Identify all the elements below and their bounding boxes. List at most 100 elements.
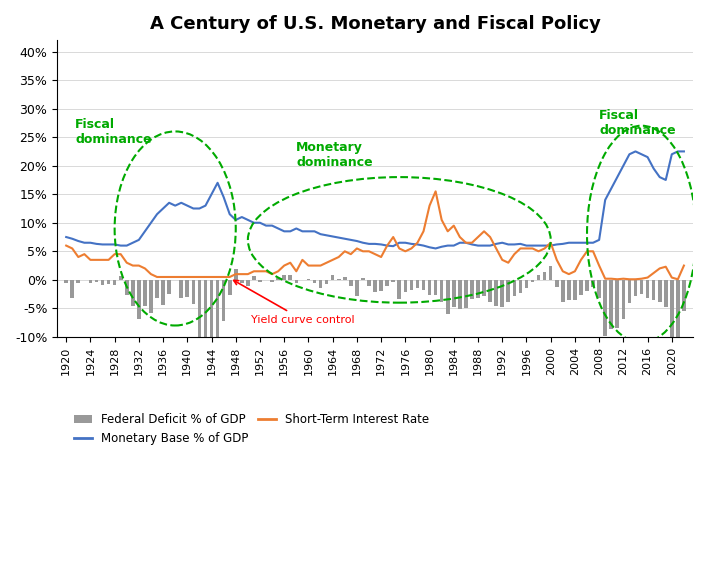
Bar	[222, 280, 225, 321]
Short-Term Interest Rate	[649, 269, 658, 276]
Bar	[543, 272, 547, 280]
Bar	[319, 280, 322, 288]
Bar	[349, 280, 353, 286]
Bar	[192, 280, 195, 305]
Bar	[434, 280, 438, 295]
Bar	[143, 280, 147, 306]
Short-Term Interest Rate	[431, 188, 440, 195]
Bar	[355, 280, 359, 297]
Bar	[313, 280, 316, 283]
Bar	[561, 280, 564, 302]
Bar	[373, 280, 377, 292]
Line: Monetary Base % of GDP: Monetary Base % of GDP	[66, 151, 684, 249]
Legend: Federal Deficit % of GDP, Monetary Base % of GDP, Short-Term Interest Rate: Federal Deficit % of GDP, Monetary Base …	[69, 408, 434, 450]
Bar	[155, 280, 159, 298]
Bar	[652, 280, 656, 300]
Bar	[506, 280, 510, 302]
Bar	[555, 280, 559, 287]
Short-Term Interest Rate	[637, 275, 646, 282]
Bar	[591, 280, 595, 287]
Bar	[518, 280, 523, 293]
Bar	[240, 280, 244, 283]
Bar	[603, 280, 607, 336]
Bar	[627, 280, 632, 303]
Text: Fiscal
dominance: Fiscal dominance	[75, 118, 152, 146]
Bar	[489, 280, 492, 302]
Bar	[579, 280, 583, 295]
Bar	[204, 280, 207, 434]
Bar	[270, 280, 274, 281]
Bar	[295, 280, 298, 283]
Bar	[470, 280, 474, 299]
Bar	[494, 280, 498, 306]
Bar	[95, 280, 98, 282]
Bar	[440, 280, 443, 302]
Monetary Base % of GDP	[680, 148, 688, 155]
Short-Term Interest Rate	[680, 262, 688, 269]
Short-Term Interest Rate	[232, 271, 240, 277]
Bar	[198, 280, 201, 353]
Bar	[288, 275, 292, 280]
Short-Term Interest Rate	[613, 276, 622, 283]
Bar	[615, 280, 619, 328]
Bar	[64, 280, 68, 283]
Text: Monetary
dominance: Monetary dominance	[297, 140, 373, 169]
Bar	[392, 280, 395, 282]
Bar	[88, 280, 92, 283]
Bar	[119, 276, 122, 280]
Bar	[228, 280, 232, 295]
Bar	[404, 280, 407, 292]
Bar	[397, 280, 401, 299]
Bar	[379, 280, 383, 291]
Bar	[567, 280, 571, 300]
Monetary Base % of GDP	[649, 165, 658, 172]
Bar	[282, 275, 286, 280]
Bar	[682, 280, 686, 311]
Bar	[161, 280, 165, 305]
Bar	[409, 280, 413, 290]
Bar	[343, 277, 347, 280]
Bar	[276, 277, 280, 280]
Bar	[537, 275, 540, 280]
Bar	[549, 266, 552, 280]
Short-Term Interest Rate	[619, 275, 627, 282]
Bar	[101, 280, 104, 285]
Short-Term Interest Rate	[632, 276, 640, 283]
Bar	[107, 280, 110, 284]
Bar	[252, 276, 256, 280]
Bar	[622, 280, 625, 318]
Bar	[658, 280, 661, 302]
Bar	[676, 280, 680, 351]
Bar	[210, 280, 213, 409]
Monetary Base % of GDP	[613, 173, 622, 180]
Bar	[646, 280, 649, 298]
Bar	[70, 280, 74, 298]
Monetary Base % of GDP	[637, 151, 646, 158]
Bar	[525, 280, 528, 288]
Bar	[185, 280, 189, 297]
Bar	[246, 280, 250, 286]
Monetary Base % of GDP	[431, 245, 440, 252]
Bar	[367, 280, 371, 286]
Bar	[76, 280, 80, 283]
Bar	[458, 280, 462, 309]
Bar	[573, 280, 577, 300]
Line: Short-Term Interest Rate: Short-Term Interest Rate	[66, 191, 684, 279]
Monetary Base % of GDP	[62, 234, 70, 240]
Bar	[234, 269, 238, 280]
Text: Fiscal
dominance: Fiscal dominance	[599, 109, 675, 138]
Bar	[179, 280, 183, 298]
Bar	[513, 280, 516, 297]
Short-Term Interest Rate	[419, 228, 428, 235]
Bar	[325, 280, 329, 284]
Bar	[501, 280, 504, 307]
Monetary Base % of GDP	[625, 151, 634, 158]
Bar	[670, 280, 673, 365]
Bar	[137, 280, 141, 318]
Bar	[610, 280, 613, 329]
Bar	[476, 280, 480, 298]
Bar	[131, 280, 135, 306]
Text: Yield curve control: Yield curve control	[234, 280, 355, 325]
Bar	[664, 280, 668, 307]
Bar	[428, 280, 431, 295]
